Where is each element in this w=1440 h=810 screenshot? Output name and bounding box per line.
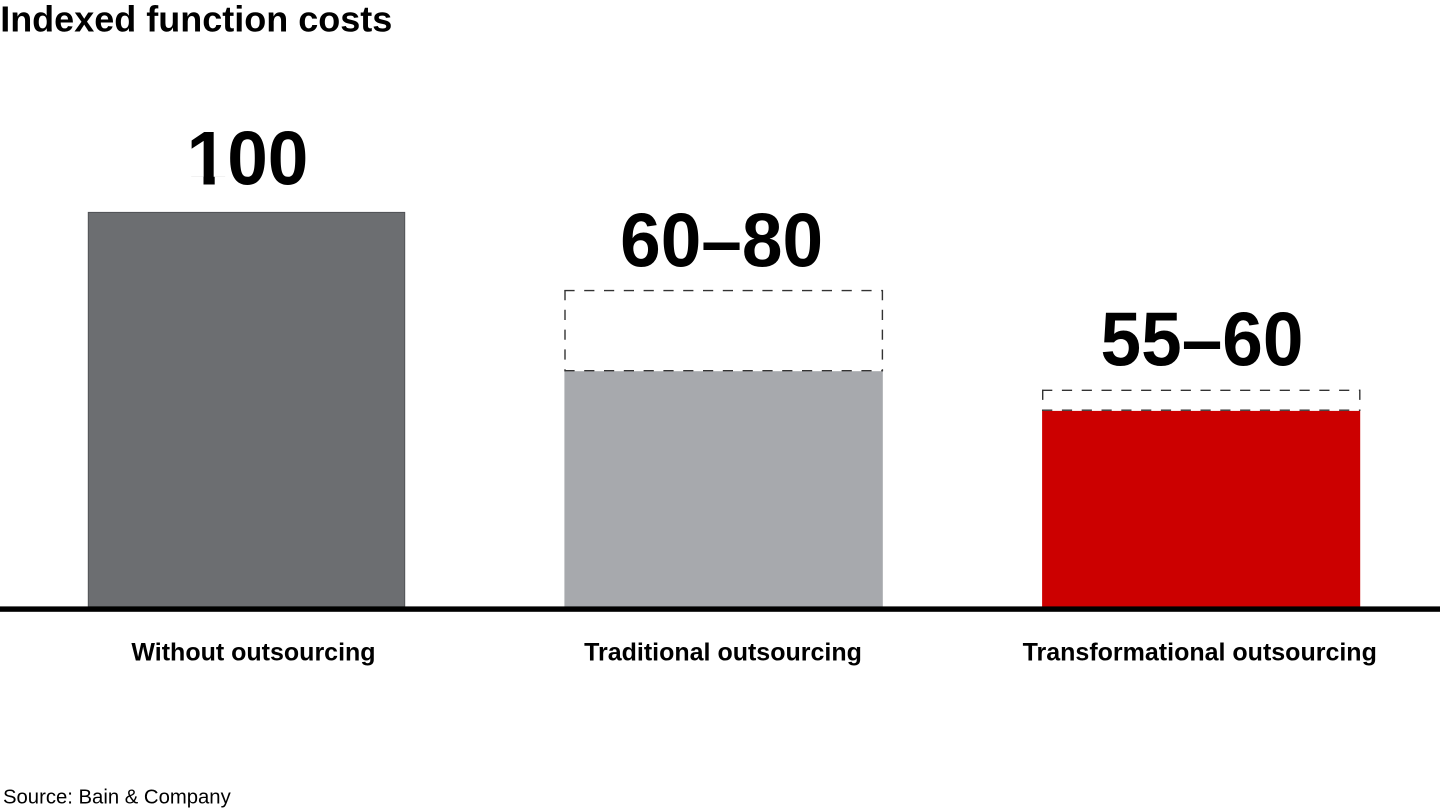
svg-text:Source: Bain & Company: Source: Bain & Company — [3, 787, 232, 809]
svg-text:Without outsourcing: Without outsourcing — [131, 638, 375, 666]
svg-text:55–60: 55–60 — [1101, 296, 1304, 382]
svg-text:60–80: 60–80 — [620, 197, 823, 283]
svg-text:Indexed function costs: Indexed function costs — [0, 0, 392, 40]
svg-text:100: 100 — [187, 115, 309, 201]
svg-text:Traditional outsourcing: Traditional outsourcing — [584, 638, 862, 666]
svg-text:Transformational outsourcing: Transformational outsourcing — [1023, 638, 1377, 666]
